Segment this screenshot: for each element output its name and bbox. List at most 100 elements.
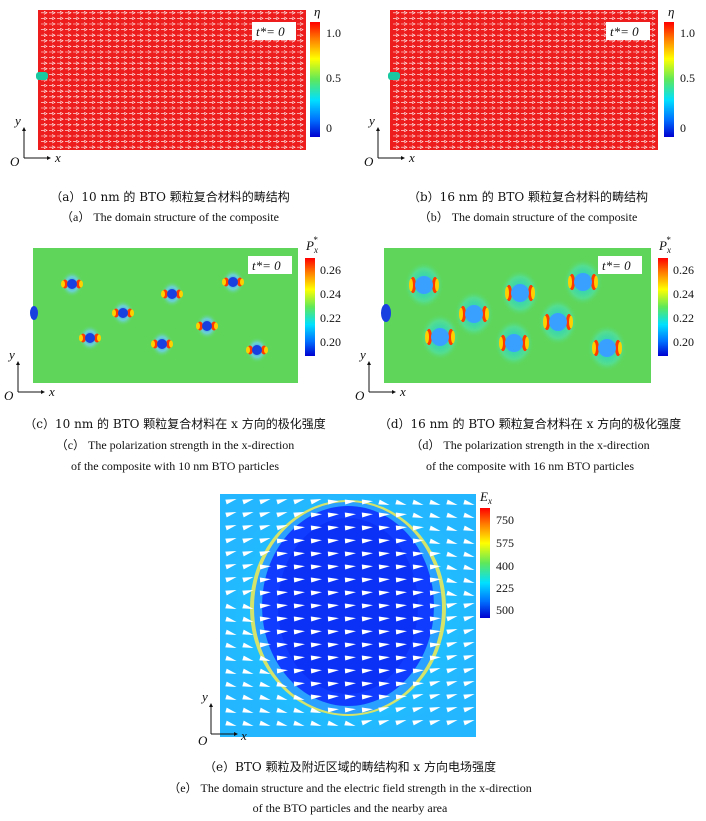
field-arrow <box>310 707 322 714</box>
domain-arrow <box>537 111 544 116</box>
domain-arrow <box>225 95 232 99</box>
domain-arrow <box>497 95 504 99</box>
field-arrow <box>463 693 475 700</box>
domain-arrow <box>185 106 192 110</box>
domain-arrow <box>489 39 496 43</box>
domain-arrow <box>513 139 520 144</box>
domain-arrow <box>81 89 88 93</box>
domain-arrow <box>537 117 544 121</box>
domain-arrow <box>457 106 464 110</box>
field-arrow <box>446 680 458 687</box>
domain-arrow <box>569 50 576 54</box>
domain-arrow <box>553 134 560 138</box>
field-arrow <box>395 616 407 622</box>
domain-arrow <box>249 78 256 82</box>
domain-arrow <box>489 145 496 149</box>
domain-arrow <box>49 95 56 99</box>
domain-arrow <box>49 11 56 15</box>
domain-arrow <box>113 128 120 133</box>
domain-arrow <box>129 111 136 116</box>
svg-text:O: O <box>364 154 374 169</box>
domain-arrow <box>457 55 464 60</box>
domain-arrow <box>561 111 568 116</box>
particle-edge-outer <box>409 278 413 292</box>
domain-arrow <box>257 78 264 82</box>
domain-arrow <box>233 83 240 88</box>
panel-d-axes: y x O <box>355 347 406 403</box>
domain-arrow <box>473 111 480 116</box>
domain-arrow <box>241 27 248 32</box>
domain-arrow <box>465 55 472 60</box>
domain-arrow <box>265 134 272 138</box>
domain-arrow <box>481 128 488 133</box>
svg-text:0.22: 0.22 <box>320 311 341 325</box>
domain-arrow <box>105 72 112 77</box>
domain-arrow <box>417 55 424 60</box>
domain-arrow <box>169 27 176 32</box>
domain-arrow <box>297 134 304 138</box>
domain-arrow <box>233 67 240 71</box>
field-arrow <box>293 564 305 570</box>
domain-arrow <box>513 128 520 133</box>
domain-arrow <box>209 78 216 82</box>
domain-arrow <box>257 100 264 105</box>
domain-arrow <box>521 39 528 43</box>
field-arrow <box>327 616 339 622</box>
field-arrow <box>344 564 356 570</box>
field-arrow <box>276 694 288 701</box>
domain-arrow <box>129 106 136 110</box>
domain-arrow <box>153 39 160 43</box>
domain-arrow <box>265 72 272 77</box>
svg-text:0.5: 0.5 <box>680 71 695 85</box>
field-arrow <box>310 655 322 661</box>
domain-arrow <box>297 72 304 77</box>
domain-arrow <box>65 134 72 138</box>
domain-arrow <box>297 117 304 121</box>
svg-text:η: η <box>314 4 320 19</box>
domain-arrow <box>297 39 304 43</box>
domain-arrow <box>281 67 288 71</box>
domain-arrow <box>473 123 480 127</box>
domain-arrow <box>537 134 544 138</box>
field-arrow <box>361 538 373 544</box>
domain-arrow <box>601 67 608 71</box>
svg-text:O: O <box>198 733 208 748</box>
domain-arrow <box>273 139 280 144</box>
domain-arrow <box>577 72 584 77</box>
domain-arrow <box>193 44 200 49</box>
domain-arrow <box>153 27 160 32</box>
domain-arrow <box>529 78 536 82</box>
domain-arrow <box>537 89 544 93</box>
domain-arrow <box>441 95 448 99</box>
domain-arrow <box>553 83 560 88</box>
domain-arrow <box>545 123 552 127</box>
field-arrow <box>225 642 237 649</box>
domain-arrow <box>561 33 568 37</box>
domain-arrow <box>409 134 416 138</box>
domain-arrow <box>265 44 272 49</box>
domain-arrow <box>569 39 576 43</box>
domain-arrow <box>441 100 448 105</box>
domain-arrow <box>225 106 232 110</box>
field-arrow <box>242 668 254 675</box>
domain-arrow <box>497 39 504 43</box>
field-arrow <box>242 550 254 557</box>
domain-arrow <box>569 55 576 60</box>
domain-arrow <box>433 111 440 116</box>
domain-arrow <box>593 123 600 127</box>
domain-arrow <box>97 22 104 26</box>
domain-arrow <box>217 89 224 93</box>
domain-arrow <box>249 44 256 49</box>
domain-arrow <box>161 117 168 121</box>
domain-arrow <box>633 78 640 82</box>
domain-arrow <box>289 78 296 82</box>
domain-arrow <box>249 89 256 93</box>
domain-arrow <box>225 22 232 26</box>
domain-arrow <box>649 106 656 110</box>
domain-arrow <box>465 33 472 37</box>
domain-arrow <box>121 44 128 49</box>
domain-arrow <box>113 145 120 149</box>
domain-arrow <box>241 117 248 121</box>
domain-arrow <box>585 72 592 77</box>
domain-arrow <box>57 55 64 60</box>
